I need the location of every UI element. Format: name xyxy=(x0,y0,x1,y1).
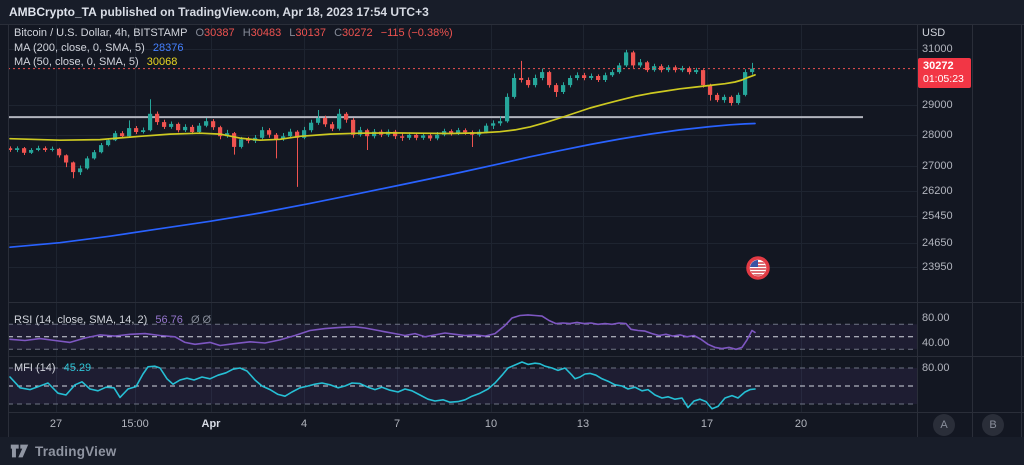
publish-bar: AMBCrypto_TA published on TradingView.co… xyxy=(0,0,1024,24)
high-key: H xyxy=(242,27,251,39)
bar-countdown: 01:05:23 xyxy=(923,73,964,85)
pane-button-b[interactable]: B xyxy=(982,414,1004,436)
rsi-legend[interactable]: RSI (14, close, SMA, 14, 2) 56.76 Ø Ø xyxy=(14,314,211,326)
price-axis-unit: USD xyxy=(922,27,946,39)
change-value: −115 (−0.38%) xyxy=(380,27,453,39)
us-flag-event-icon[interactable] xyxy=(746,256,770,280)
low-value: 30137 xyxy=(295,27,327,39)
mfi-legend[interactable]: MFI (14) 45.29 xyxy=(14,362,91,374)
ma200-label: MA (200, close, 0, SMA, 5) xyxy=(14,42,145,54)
time-tick-label: 27 xyxy=(49,418,63,430)
price-tick-label: 31000 xyxy=(922,43,953,55)
rsi-extra-values: Ø Ø xyxy=(190,314,212,326)
footer-bar: TradingView xyxy=(0,437,1024,465)
open-value: 30387 xyxy=(204,27,235,39)
time-tick-label: 15:00 xyxy=(121,418,149,430)
time-tick-label: Apr xyxy=(201,418,221,430)
symbol-title: Bitcoin / U.S. Dollar, 4h, BITSTAMP xyxy=(14,27,188,39)
mfi-value: 45.29 xyxy=(63,362,92,374)
high-value: 30483 xyxy=(250,27,282,39)
publisher-username: AMBCrypto_TA xyxy=(9,5,97,19)
ma50-value: 30068 xyxy=(146,56,178,68)
price-tick-label: 26200 xyxy=(922,185,953,197)
low-key: L xyxy=(289,27,296,39)
time-axis[interactable]: 27 15:00 Apr 4 7 10 13 17 20 xyxy=(0,412,917,437)
last-price-label: 30272 01:05:23 xyxy=(918,58,971,88)
price-tick-label: 23950 xyxy=(922,261,953,273)
ma200-legend[interactable]: MA (200, close, 0, SMA, 5) 28376 xyxy=(14,42,184,54)
last-price-value: 30272 xyxy=(923,60,954,72)
tradingview-brand[interactable]: TradingView xyxy=(35,443,117,459)
time-tick-label: 7 xyxy=(393,418,401,430)
time-tick-label: 17 xyxy=(700,418,714,430)
indicator-tick-label: 80.00 xyxy=(922,362,950,374)
time-tick-label: 4 xyxy=(300,418,308,430)
ma200-value: 28376 xyxy=(152,42,184,54)
grid-lines xyxy=(8,24,917,412)
candlestick-series xyxy=(8,49,755,187)
mfi-label: MFI (14) xyxy=(14,362,56,374)
rsi-value: 56.76 xyxy=(155,314,183,326)
open-key: O xyxy=(195,27,205,39)
time-tick-label: 20 xyxy=(794,418,808,430)
pane-button-a[interactable]: A xyxy=(933,414,955,436)
time-tick-label: 13 xyxy=(576,418,590,430)
close-value: 30272 xyxy=(342,27,373,39)
publish-info: published on TradingView.com, Apr 18, 20… xyxy=(96,5,429,19)
price-tick-label: 27000 xyxy=(922,160,953,172)
indicator-tick-label: 40.00 xyxy=(922,337,950,349)
tradingview-logo-icon[interactable] xyxy=(10,443,29,459)
ma50-label: MA (50, close, 0, SMA, 5) xyxy=(14,56,139,68)
price-tick-label: 29000 xyxy=(922,99,953,111)
ma50-legend[interactable]: MA (50, close, 0, SMA, 5) 30068 xyxy=(14,56,177,68)
symbol-legend[interactable]: Bitcoin / U.S. Dollar, 4h, BITSTAMP O303… xyxy=(14,27,453,39)
close-key: C xyxy=(334,27,343,39)
time-tick-label: 10 xyxy=(484,418,498,430)
price-tick-label: 28000 xyxy=(922,129,953,141)
price-tick-label: 24650 xyxy=(922,237,953,249)
indicator-tick-label: 80.00 xyxy=(922,312,950,324)
rsi-label: RSI (14, close, SMA, 14, 2) xyxy=(14,314,148,326)
price-tick-label: 25450 xyxy=(922,210,953,222)
